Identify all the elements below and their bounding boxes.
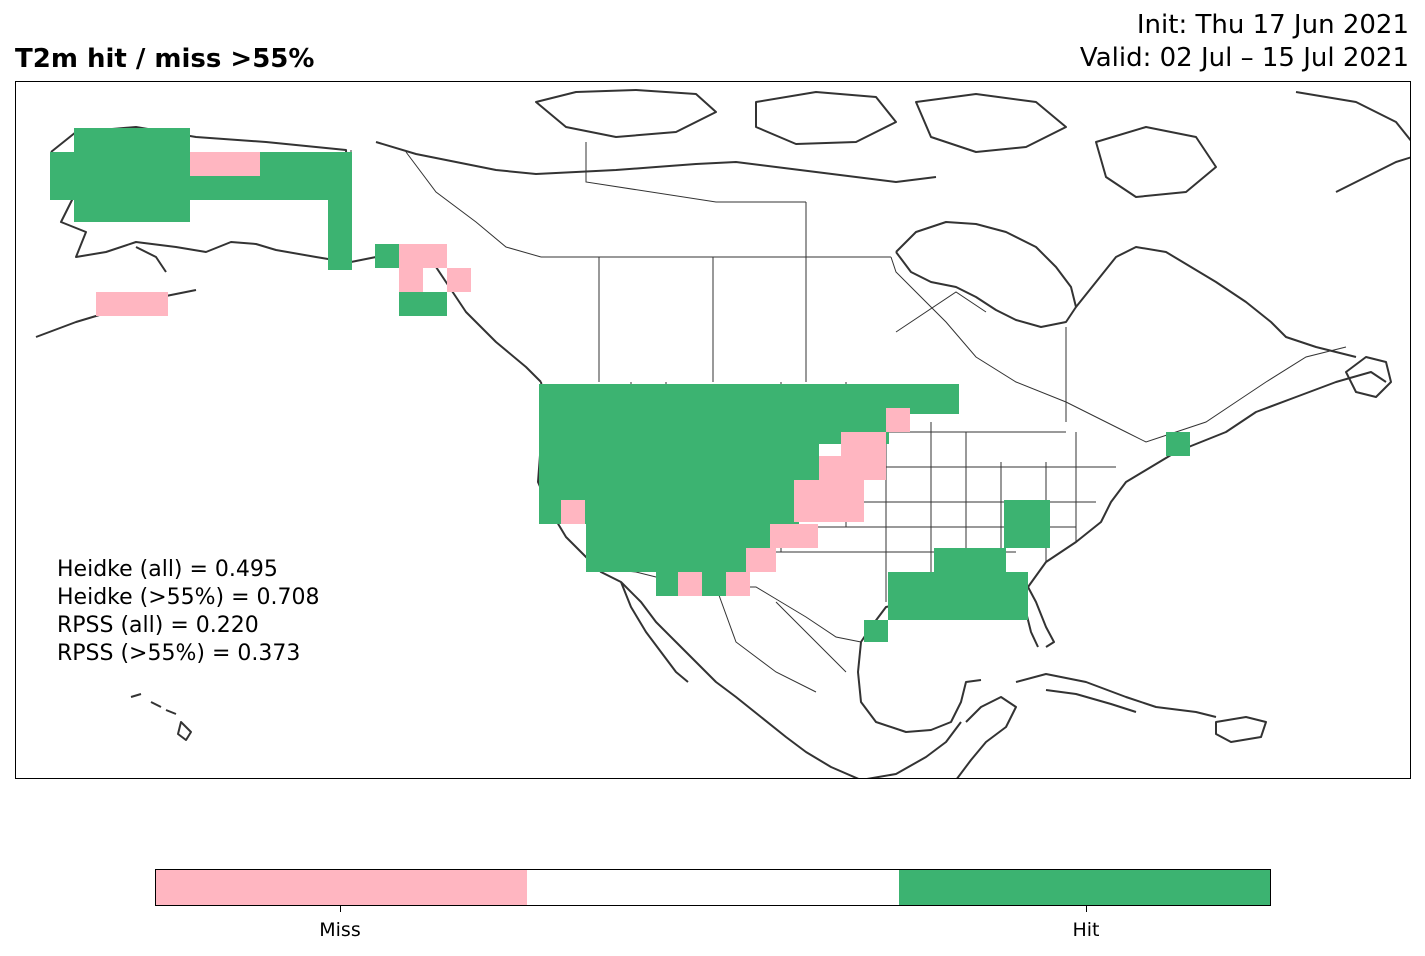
valid-period: Valid: 02 Jul – 15 Jul 2021 <box>1079 43 1409 73</box>
miss-cell <box>96 292 168 316</box>
miss-cell <box>399 268 423 292</box>
miss-cell <box>726 572 750 596</box>
hit-cell <box>1166 432 1190 456</box>
hit-cell <box>375 244 399 268</box>
hit-cell <box>586 548 656 572</box>
colorbar-miss-segment <box>156 870 528 905</box>
hit-miss-cells <box>50 128 1190 642</box>
miss-cell <box>770 524 818 548</box>
hit-cell <box>539 444 819 474</box>
colorbar <box>155 869 1271 906</box>
colorbar-label-hit: Hit <box>1072 919 1100 941</box>
hit-cell <box>328 200 352 270</box>
hit-cell <box>399 292 447 316</box>
miss-cell <box>841 432 886 456</box>
miss-cell <box>399 244 447 268</box>
heidke-above-55: Heidke (>55%) = 0.708 <box>57 585 320 610</box>
miss-cell <box>190 152 260 176</box>
hit-cell <box>1006 572 1028 596</box>
colorbar-neutral-segment <box>527 870 899 905</box>
colorbar-tick-miss <box>340 906 341 912</box>
rpss-all: RPSS (all) = 0.220 <box>57 613 259 638</box>
hit-cell <box>539 414 889 444</box>
coastlines <box>35 89 1410 778</box>
map-canvas <box>35 89 1410 778</box>
hit-cell <box>74 200 190 222</box>
hit-cell <box>1004 500 1050 548</box>
hit-cell <box>74 128 190 152</box>
miss-cell <box>561 500 585 524</box>
hit-cell <box>888 572 1006 596</box>
miss-cell <box>794 480 864 522</box>
hit-cell <box>586 524 776 548</box>
hit-cell <box>656 572 678 596</box>
miss-cell <box>819 456 886 480</box>
map-title: T2m hit / miss >55% <box>15 44 315 74</box>
hit-cell <box>50 176 190 200</box>
colorbar-tick-hit <box>1086 906 1087 912</box>
heidke-all: Heidke (all) = 0.495 <box>57 557 278 582</box>
hit-cell <box>50 152 190 176</box>
miss-cell <box>746 548 776 572</box>
hit-cell <box>656 548 746 572</box>
colorbar-label-miss: Miss <box>319 919 361 941</box>
miss-cell <box>678 572 702 596</box>
miss-cell <box>447 268 471 292</box>
hit-cell <box>864 620 888 642</box>
init-date: Init: Thu 17 Jun 2021 <box>1136 10 1409 40</box>
colorbar-hit-segment <box>898 870 1270 905</box>
hit-cell <box>934 548 1006 572</box>
rpss-above-55: RPSS (>55%) = 0.373 <box>57 641 301 666</box>
skill-scores: Heidke (all) = 0.495 Heidke (>55%) = 0.7… <box>57 556 320 668</box>
miss-cell <box>886 408 910 432</box>
map-panel <box>15 81 1411 779</box>
hit-cell <box>702 572 726 596</box>
hit-cell <box>190 176 352 200</box>
hit-cell <box>539 474 819 500</box>
hit-cell <box>888 596 1028 620</box>
hit-cell <box>260 152 352 176</box>
